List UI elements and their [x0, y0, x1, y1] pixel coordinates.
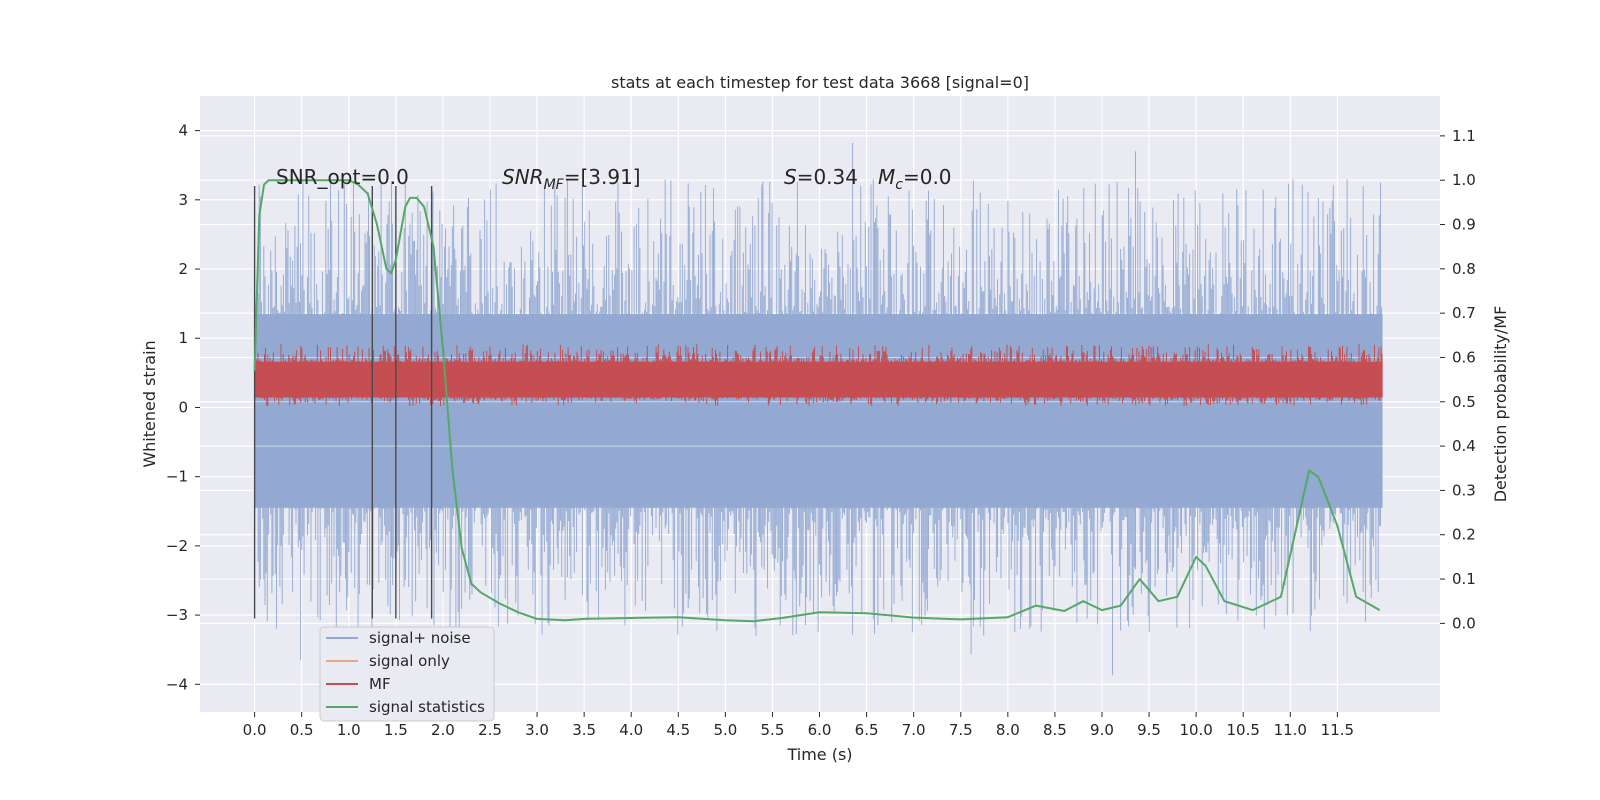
x-tick-label: 4.0 — [619, 721, 643, 739]
x-tick-label: 3.5 — [572, 721, 596, 739]
snr-opt-annotation: SNR_opt=0.0 — [276, 165, 409, 189]
right-y-tick-label: 0.5 — [1452, 393, 1476, 411]
left-y-axis-ticks: −4 −3 −2 −1 0 1 2 3 4 — [166, 122, 200, 693]
x-tick-label: 9.5 — [1137, 721, 1161, 739]
left-y-tick-label: −1 — [166, 468, 188, 486]
mc-label: M — [878, 165, 895, 189]
x-tick-label: 11.0 — [1274, 721, 1307, 739]
x-tick-label: 8.0 — [996, 721, 1020, 739]
x-axis-label: Time (s) — [786, 745, 852, 764]
x-tick-label: 0.0 — [243, 721, 267, 739]
x-tick-label: 2.5 — [478, 721, 502, 739]
x-tick-label: 11.5 — [1321, 721, 1354, 739]
x-tick-label: 2.0 — [431, 721, 455, 739]
mc-subscript: c — [895, 177, 903, 193]
mc-value: =0.0 — [903, 165, 952, 189]
x-tick-label: 8.5 — [1043, 721, 1067, 739]
x-tick-label: 0.5 — [290, 721, 314, 739]
legend-label-signal-only: signal only — [369, 652, 450, 670]
right-y-tick-label: 0.6 — [1452, 348, 1476, 366]
right-y-tick-label: 0.7 — [1452, 304, 1476, 322]
x-tick-label: 7.5 — [949, 721, 973, 739]
right-y-tick-label: 0.0 — [1452, 614, 1476, 632]
legend-label-signal-plus-noise: signal+ noise — [369, 629, 471, 647]
x-tick-label: 4.5 — [666, 721, 690, 739]
right-y-tick-label: 1.0 — [1452, 171, 1476, 189]
left-y-tick-label: −3 — [166, 606, 188, 624]
x-tick-label: 1.5 — [384, 721, 408, 739]
x-tick-label: 6.5 — [855, 721, 879, 739]
x-tick-label: 5.0 — [713, 721, 737, 739]
x-axis-ticks: 0.0 0.5 1.0 1.5 2.0 2.5 3.0 3.5 4.0 4.5 5.0 5.5 6.0 6… — [243, 712, 1354, 739]
left-y-tick-label: 0 — [178, 398, 188, 416]
s-label: S — [784, 165, 797, 189]
left-y-tick-label: −2 — [166, 537, 188, 555]
x-tick-label: 10.5 — [1227, 721, 1260, 739]
left-y-tick-label: 4 — [178, 122, 188, 140]
x-tick-label: 6.0 — [808, 721, 832, 739]
left-y-tick-label: 3 — [178, 191, 188, 209]
chart-title: stats at each timestep for test data 366… — [611, 73, 1029, 92]
x-tick-label: 7.0 — [902, 721, 926, 739]
x-tick-label: 5.5 — [761, 721, 785, 739]
snr-mf-value: =[3.91] — [564, 165, 641, 189]
snr-mf-subscript: MF — [544, 177, 565, 193]
right-y-tick-label: 0.4 — [1452, 437, 1476, 455]
series-mf — [254, 344, 1383, 407]
right-y-tick-label: 0.3 — [1452, 481, 1476, 499]
x-tick-label: 10.0 — [1179, 721, 1212, 739]
right-y-tick-label: 0.2 — [1452, 526, 1476, 544]
legend-label-mf: MF — [369, 675, 391, 693]
legend-box — [319, 626, 495, 722]
left-y-tick-label: −4 — [166, 675, 188, 693]
legend-label-signal-statistics: signal statistics — [369, 698, 485, 716]
x-tick-label: 1.0 — [337, 721, 361, 739]
left-y-axis-label: Whitened strain — [140, 340, 159, 467]
left-y-tick-label: 2 — [178, 260, 188, 278]
s-annotation: S=0.34 — [784, 165, 858, 189]
snr-mf-annotation: SNRMF=[3.91] — [502, 165, 641, 193]
right-y-tick-label: 0.8 — [1452, 260, 1476, 278]
mc-annotation: Mc=0.0 — [878, 165, 952, 193]
right-y-tick-label: 1.1 — [1452, 127, 1476, 145]
legend: signal+ noise signal only MF signal stat… — [319, 626, 495, 722]
x-tick-label: 3.0 — [525, 721, 549, 739]
s-value: =0.34 — [797, 165, 858, 189]
right-y-tick-label: 0.1 — [1452, 570, 1476, 588]
left-y-tick-label: 1 — [178, 329, 188, 347]
series-signal-statistics — [253, 179, 1381, 623]
right-y-axis-ticks: 0.0 0.1 0.2 0.3 0.4 0.5 0.6 0.7 0.8 0.9 1.0 1.1 — [1440, 127, 1476, 632]
right-y-axis-label: Detection probability/MF — [1491, 306, 1510, 503]
x-tick-label: 9.0 — [1090, 721, 1114, 739]
right-y-tick-label: 0.9 — [1452, 216, 1476, 234]
snr-mf-base: SNR — [502, 165, 544, 189]
